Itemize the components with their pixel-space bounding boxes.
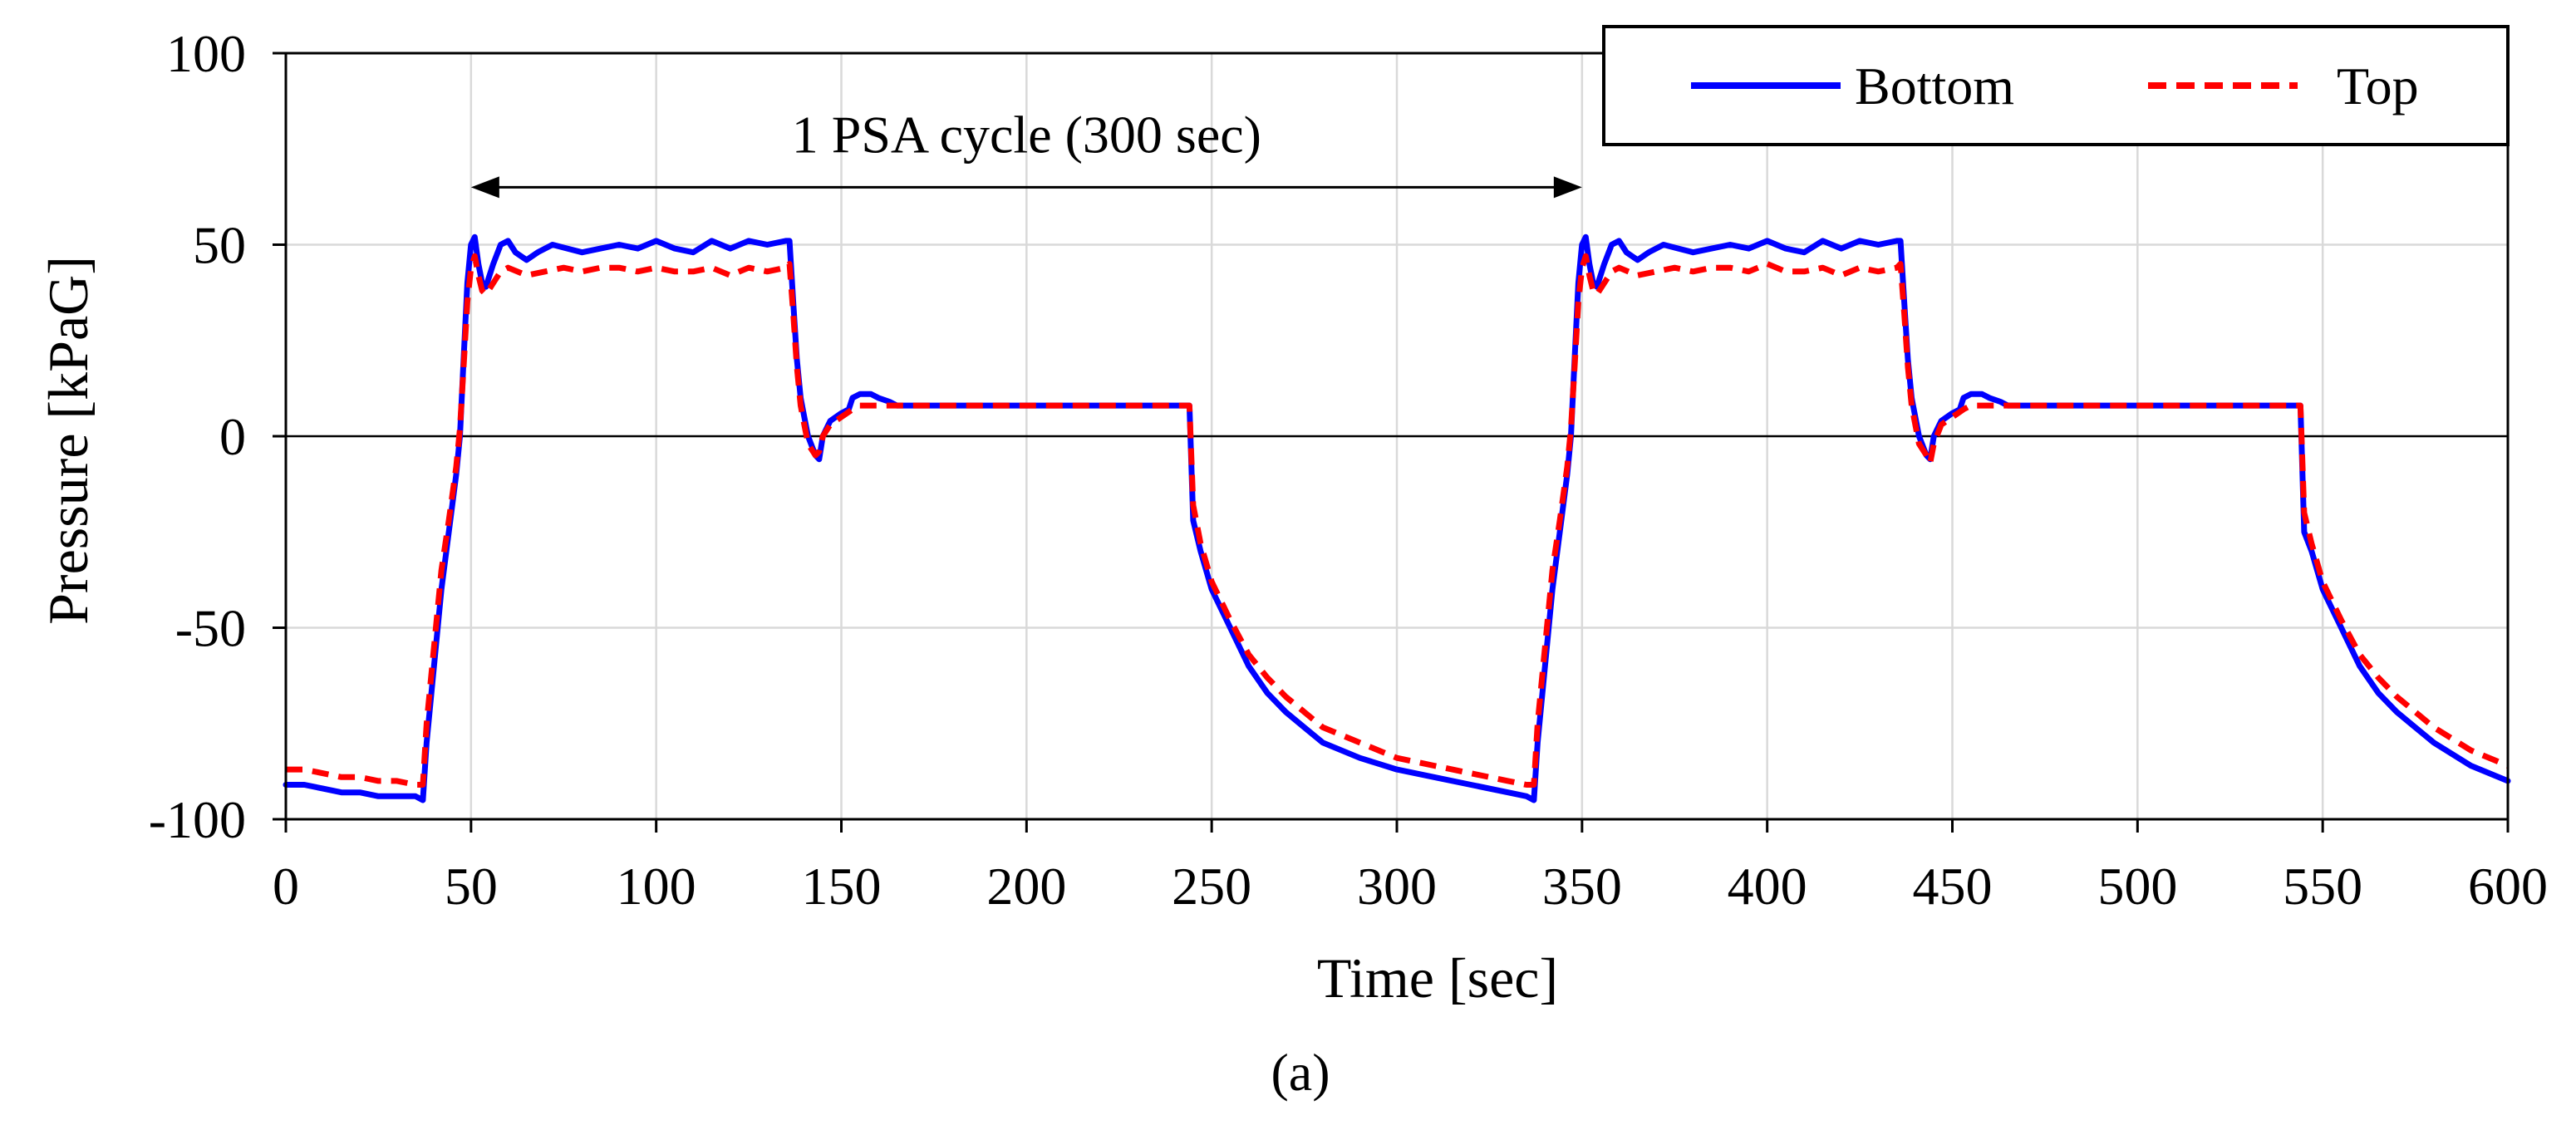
- x-tick-label: 550: [2283, 857, 2362, 916]
- x-tick-label: 300: [1357, 857, 1437, 916]
- x-axis-title: Time [sec]: [1317, 946, 1558, 1010]
- y-tick-label: -50: [175, 599, 246, 658]
- legend-label-top: Top: [2337, 56, 2419, 115]
- arrowhead-left-icon: [470, 176, 499, 199]
- cycle-annotation-label: 1 PSA cycle (300 sec): [792, 105, 1261, 164]
- x-tick-label: 100: [617, 857, 696, 916]
- x-tick-label: 150: [802, 857, 882, 916]
- x-tick-label: 400: [1728, 857, 1807, 916]
- x-tick-label: 450: [1913, 857, 1993, 916]
- y-axis-ticks: -100 -50 0 50 100: [149, 24, 286, 849]
- x-tick-label: 500: [2097, 857, 2177, 916]
- y-tick-label: -100: [149, 790, 246, 849]
- x-axis-ticks: 0 50 100 150 200 250 300 350 400 450 500 550 600: [273, 819, 2548, 916]
- y-axis-title: Pressure [kPaG]: [37, 256, 100, 625]
- cycle-annotation: 1 PSA cycle (300 sec): [470, 105, 1582, 199]
- panel-label: (a): [1271, 1043, 1330, 1102]
- x-tick-label: 200: [986, 857, 1066, 916]
- series-line-bottom: [283, 233, 2511, 803]
- x-tick-label: 600: [2468, 857, 2548, 916]
- legend-label-bottom: Bottom: [1855, 56, 2014, 115]
- y-tick-label: 50: [193, 216, 246, 275]
- x-tick-label: 50: [445, 857, 498, 916]
- series-layer: [283, 233, 2511, 803]
- x-tick-label: 0: [273, 857, 299, 916]
- legend-box: [1602, 25, 2510, 146]
- arrowhead-right-icon: [1553, 176, 1582, 199]
- y-tick-label: 100: [166, 24, 246, 83]
- series-line-top: [286, 253, 2510, 788]
- y-tick-label: 0: [219, 407, 246, 466]
- legend: Bottom Top: [1602, 25, 2510, 146]
- x-tick-label: 350: [1542, 857, 1622, 916]
- x-tick-label: 250: [1172, 857, 1251, 916]
